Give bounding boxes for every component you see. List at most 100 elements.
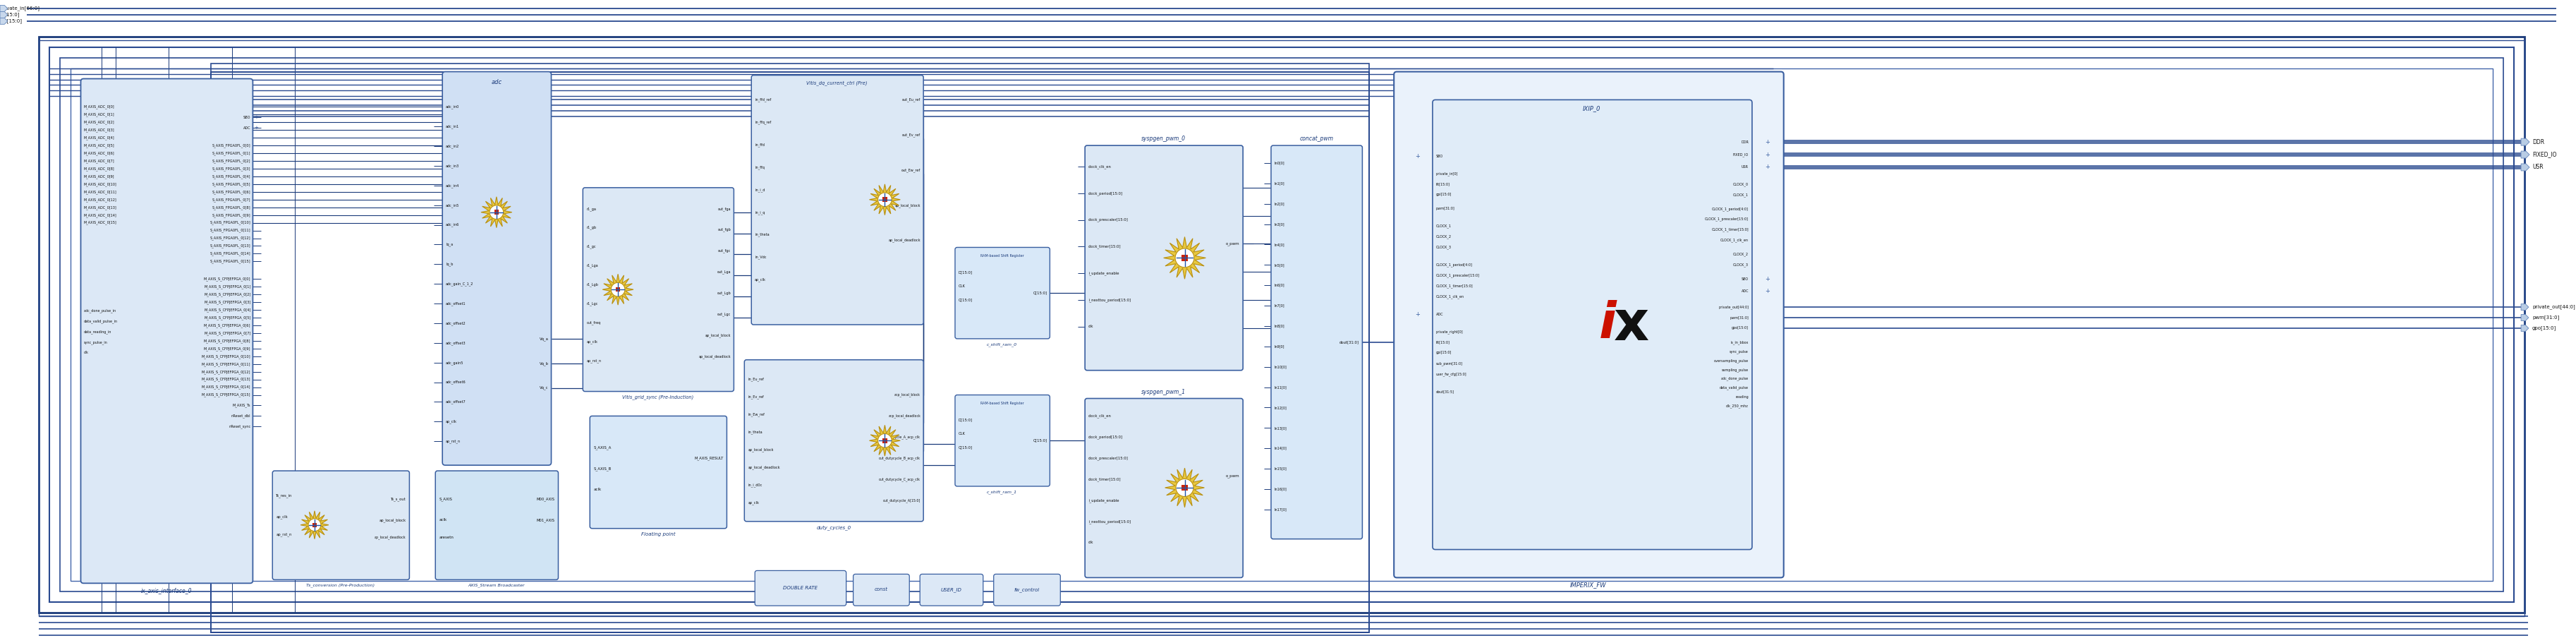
Polygon shape [0, 12, 8, 18]
Text: clk: clk [82, 351, 88, 354]
Text: ap_clk: ap_clk [446, 420, 456, 424]
Text: D[15:0]: D[15:0] [958, 418, 974, 421]
Text: S_AXIS: S_AXIS [438, 497, 453, 501]
Text: S_AXIS_FPGA0FL_0[6]: S_AXIS_FPGA0FL_0[6] [211, 190, 250, 194]
Bar [884, 197, 886, 202]
Text: CLOCK_1_clk_en: CLOCK_1_clk_en [1435, 294, 1463, 298]
Text: USER_ID: USER_ID [940, 587, 961, 592]
Text: CLOCK_2: CLOCK_2 [1435, 235, 1453, 239]
Text: CLOCK_1_prescaler[15:0]: CLOCK_1_prescaler[15:0] [1705, 217, 1749, 221]
Text: Ts_res_in: Ts_res_in [276, 493, 294, 498]
Text: M_AXIS_S_CFPJEFPGA_0[3]: M_AXIS_S_CFPJEFPGA_0[3] [204, 300, 250, 304]
Text: In5[0]: In5[0] [1275, 263, 1285, 267]
Text: adc_offset1: adc_offset1 [446, 302, 466, 305]
Text: M_AXIS_Ts: M_AXIS_Ts [232, 403, 250, 408]
Text: M_AXIS_ADC_0[2]: M_AXIS_ADC_0[2] [82, 120, 113, 124]
Text: in_Eu_ref: in_Eu_ref [747, 377, 765, 381]
Text: aclk: aclk [592, 488, 600, 491]
Text: out_Eu_ref: out_Eu_ref [902, 98, 920, 102]
Text: In9[0]: In9[0] [1275, 345, 1285, 349]
Text: clock_clk_en: clock_clk_en [1090, 165, 1113, 168]
Polygon shape [603, 274, 634, 305]
Text: CLOCK_1: CLOCK_1 [1734, 193, 1749, 197]
Text: r1_gc: r1_gc [587, 244, 595, 249]
Text: M_AXIS_S_CFPJEFPGA_0[11]: M_AXIS_S_CFPJEFPGA_0[11] [201, 362, 250, 366]
Text: private_in[0]: private_in[0] [1435, 172, 1458, 176]
Text: M_AXIS_ADC_0[0]: M_AXIS_ADC_0[0] [82, 105, 113, 109]
Text: M_AXIS_RESULT: M_AXIS_RESULT [693, 456, 724, 460]
Text: nReset_sync: nReset_sync [229, 424, 250, 428]
Text: in_theta: in_theta [747, 430, 762, 434]
Text: x: x [1613, 298, 1649, 352]
Text: adc_in2: adc_in2 [446, 144, 459, 148]
Text: clk: clk [1090, 541, 1095, 544]
Text: FIXED_IO: FIXED_IO [2532, 152, 2555, 158]
Polygon shape [301, 511, 330, 539]
Text: ADC: ADC [242, 126, 250, 130]
Text: o_pwm: o_pwm [1226, 474, 1239, 478]
Text: M_AXIS_S_CFPJEFPGA_0[7]: M_AXIS_S_CFPJEFPGA_0[7] [204, 331, 250, 335]
Text: Vq_c: Vq_c [538, 386, 549, 390]
Text: out_Ew_ref: out_Ew_ref [902, 168, 920, 172]
Text: const: const [876, 588, 889, 592]
Text: In0[0]: In0[0] [1275, 161, 1285, 165]
Text: M_AXIS_ADC_0[3]: M_AXIS_ADC_0[3] [82, 128, 113, 132]
Text: Vitis_dq_current_ctrl (Pre): Vitis_dq_current_ctrl (Pre) [806, 81, 868, 86]
Text: clk_250_mhz: clk_250_mhz [1726, 404, 1749, 408]
Text: gpi[15:0]: gpi[15:0] [1435, 351, 1453, 354]
Text: flt[15:0]: flt[15:0] [1435, 340, 1450, 344]
FancyBboxPatch shape [1394, 72, 1783, 577]
Text: out_fga: out_fga [719, 206, 732, 211]
Polygon shape [2522, 304, 2530, 311]
Text: M_AXIS_ADC_0[7]: M_AXIS_ADC_0[7] [82, 159, 113, 163]
Bar [1182, 485, 1188, 491]
Text: private_out[44:0]: private_out[44:0] [1718, 305, 1749, 309]
Text: FIXED_IO: FIXED_IO [1734, 152, 1749, 157]
Text: +: + [1414, 153, 1419, 159]
Text: gpi[15:0]: gpi[15:0] [1435, 193, 1453, 196]
Text: In11[0]: In11[0] [1275, 385, 1288, 389]
FancyBboxPatch shape [994, 574, 1061, 606]
Bar [70, 68, 2494, 581]
Text: lq_b: lq_b [446, 262, 453, 266]
Text: flt[15:0]: flt[15:0] [0, 12, 21, 17]
Text: S_AXIS_FPGA0FL_0[1]: S_AXIS_FPGA0FL_0[1] [211, 151, 250, 155]
Text: adc_done_pulse: adc_done_pulse [1721, 377, 1749, 381]
Text: In1[0]: In1[0] [1275, 182, 1285, 185]
Text: r1_Lgb: r1_Lgb [587, 283, 598, 287]
Text: in_i_d: in_i_d [755, 188, 765, 192]
Text: i_nexttou_period[15:0]: i_nexttou_period[15:0] [1090, 298, 1131, 302]
Text: M_AXIS_S_CFPJEFPGA_0[9]: M_AXIS_S_CFPJEFPGA_0[9] [204, 347, 250, 350]
Text: S_AXIS_FPGA0FL_0[9]: S_AXIS_FPGA0FL_0[9] [211, 213, 250, 217]
Text: +: + [1765, 139, 1770, 145]
Text: In13[0]: In13[0] [1275, 426, 1288, 430]
Text: Floating point: Floating point [641, 532, 675, 536]
Text: in_Vdc: in_Vdc [755, 255, 768, 259]
Text: ADC: ADC [1435, 312, 1443, 316]
Text: clock_clk_en: clock_clk_en [1090, 414, 1113, 418]
Text: S_AXIS_FPGA0FL_0[14]: S_AXIS_FPGA0FL_0[14] [211, 251, 250, 256]
FancyBboxPatch shape [853, 574, 909, 606]
Text: In12[0]: In12[0] [1275, 406, 1288, 410]
Text: In4[0]: In4[0] [1275, 243, 1285, 246]
Text: S_AXIS_FPGA0FL_0[4]: S_AXIS_FPGA0FL_0[4] [211, 174, 250, 178]
Bar [312, 523, 317, 527]
Text: ap_local_deadlock: ap_local_deadlock [374, 536, 407, 539]
Text: M_AXIS_ADC_0[1]: M_AXIS_ADC_0[1] [82, 113, 113, 116]
Text: adc_gain5: adc_gain5 [446, 361, 464, 365]
Text: Q[15:0]: Q[15:0] [1033, 291, 1046, 294]
Bar [884, 439, 886, 443]
Text: aresetn: aresetn [438, 536, 453, 539]
Text: adc_in4: adc_in4 [446, 183, 459, 188]
Text: adc_in0: adc_in0 [446, 105, 459, 109]
Text: Vq_b: Vq_b [538, 361, 549, 365]
Bar [616, 287, 621, 292]
Text: In14[0]: In14[0] [1275, 447, 1288, 450]
Text: Vitis_grid_sync (Pre-Induction): Vitis_grid_sync (Pre-Induction) [623, 395, 693, 400]
Polygon shape [0, 5, 8, 12]
Polygon shape [868, 184, 899, 215]
Text: r1_Lgc: r1_Lgc [587, 302, 598, 305]
Text: In3[0]: In3[0] [1275, 222, 1285, 226]
FancyBboxPatch shape [1084, 399, 1244, 577]
Text: r1_ga: r1_ga [587, 206, 595, 211]
